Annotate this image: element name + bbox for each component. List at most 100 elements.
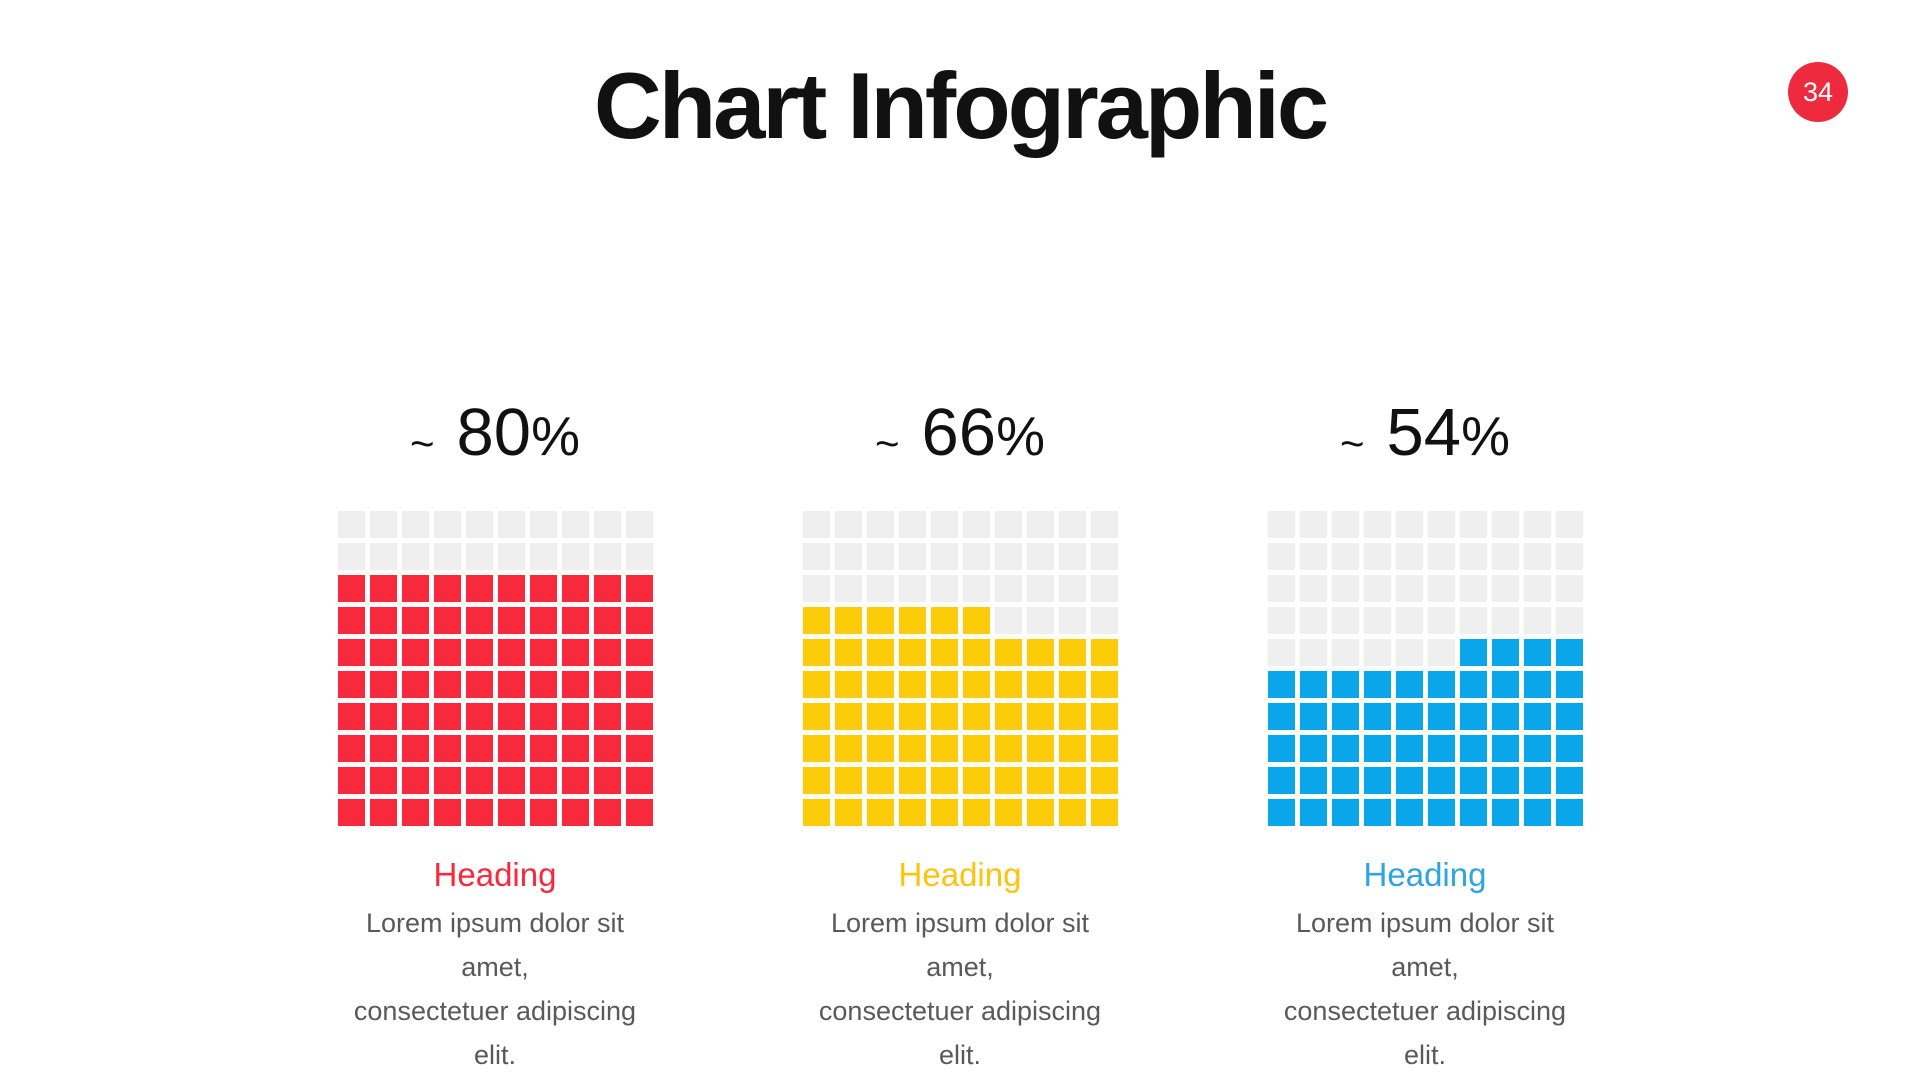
waffle-cell-empty [1363,639,1391,666]
waffle-cell-empty [337,511,365,538]
waffle-cell-filled [1299,735,1327,762]
waffle-cell-filled [1299,703,1327,730]
waffle-cell-empty [401,511,429,538]
waffle-cell-filled [529,607,557,634]
waffle-cell-empty [1090,607,1118,634]
waffle-cell-filled [401,671,429,698]
waffle-cell-filled [1090,799,1118,826]
waffle-cell-filled [1331,671,1359,698]
waffle-cell-filled [593,767,621,794]
waffle-cell-filled [898,703,926,730]
waffle-cell-empty [1427,575,1455,602]
waffle-cell-filled [1395,671,1423,698]
waffle-cell-empty [1427,639,1455,666]
waffle-cell-empty [1363,575,1391,602]
waffle-cell-filled [369,799,397,826]
waffle-cell-filled [465,671,493,698]
slide-number-badge: 34 [1788,62,1848,122]
waffle-cell-empty [1026,575,1054,602]
waffle-cell-filled [433,671,461,698]
waffle-cell-filled [834,671,862,698]
waffle-cell-empty [834,511,862,538]
waffle-cell-filled [1026,735,1054,762]
waffle-cell-empty [1491,511,1519,538]
waffle-cell-empty [898,543,926,570]
waffle-cell-filled [433,703,461,730]
waffle-cell-filled [802,671,830,698]
waffle-cell-filled [433,735,461,762]
waffle-cell-filled [866,703,894,730]
waffle-cell-filled [962,799,990,826]
waffle-cell-empty [834,575,862,602]
description-line: consectetuer adipiscing elit. [818,996,1102,1070]
waffle-cell-filled [1267,671,1295,698]
waffle-cell-filled [1427,735,1455,762]
chart-heading: Heading [433,856,557,893]
waffle-cell-empty [1427,543,1455,570]
waffle-cell-filled [593,735,621,762]
waffle-cell-filled [962,767,990,794]
waffle-cell-empty [1555,511,1583,538]
waffle-cell-empty [1491,607,1519,634]
waffle-cell-empty [529,543,557,570]
waffle-cell-filled [561,575,589,602]
waffle-cell-empty [593,543,621,570]
waffle-cell-filled [1331,735,1359,762]
waffle-cell-empty [1363,607,1391,634]
waffle-cell-filled [561,703,589,730]
chart-column-blue: ~54% Heading Lorem ipsum dolor sit amet,… [1267,399,1583,1077]
waffle-cell-empty [497,543,525,570]
percent-label: ~80% [410,399,580,466]
waffle-cell-empty [593,511,621,538]
waffle-cell-filled [866,735,894,762]
waffle-cell-filled [465,607,493,634]
waffle-cell-filled [433,767,461,794]
percent-sign: % [996,405,1045,467]
waffle-cell-filled [1363,735,1391,762]
waffle-cell-filled [1459,639,1487,666]
chart-column-yellow: ~66% Heading Lorem ipsum dolor sit amet,… [802,399,1118,1077]
waffle-cell-empty [1555,575,1583,602]
waffle-cell-empty [1267,607,1295,634]
waffle-cell-filled [401,735,429,762]
waffle-cell-filled [401,799,429,826]
waffle-cell-filled [930,607,958,634]
waffle-cell-empty [802,575,830,602]
waffle-cell-empty [1267,639,1295,666]
waffle-cell-filled [1523,639,1551,666]
waffle-cell-filled [497,671,525,698]
waffle-cell-empty [1523,575,1551,602]
waffle-cell-filled [337,639,365,666]
waffle-cell-filled [866,767,894,794]
waffle-cell-filled [930,735,958,762]
waffle-cell-empty [1491,575,1519,602]
waffle-cell-filled [994,703,1022,730]
waffle-cell-empty [930,543,958,570]
waffle-cell-empty [1331,511,1359,538]
waffle-cell-empty [1058,511,1086,538]
waffle-cell-filled [1058,767,1086,794]
waffle-cell-filled [1555,703,1583,730]
waffle-cell-filled [1026,767,1054,794]
chart-description: Lorem ipsum dolor sit amet, consectetuer… [803,901,1118,1077]
waffle-cell-filled [994,639,1022,666]
waffle-cell-filled [866,607,894,634]
waffle-cell-filled [625,735,653,762]
waffle-cell-filled [1555,639,1583,666]
waffle-cell-filled [1523,767,1551,794]
waffle-cell-filled [625,767,653,794]
waffle-cell-empty [1363,511,1391,538]
waffle-cell-empty [465,511,493,538]
waffle-cell-empty [1299,639,1327,666]
waffle-cell-filled [1090,767,1118,794]
waffle-cell-filled [1491,767,1519,794]
waffle-cell-filled [337,607,365,634]
waffle-cell-filled [529,703,557,730]
waffle-cell-filled [1395,735,1423,762]
description-line: consectetuer adipiscing elit. [1283,996,1567,1070]
waffle-cell-filled [497,735,525,762]
waffle-cell-empty [994,511,1022,538]
waffle-cell-filled [1331,767,1359,794]
waffle-cell-empty [1299,543,1327,570]
